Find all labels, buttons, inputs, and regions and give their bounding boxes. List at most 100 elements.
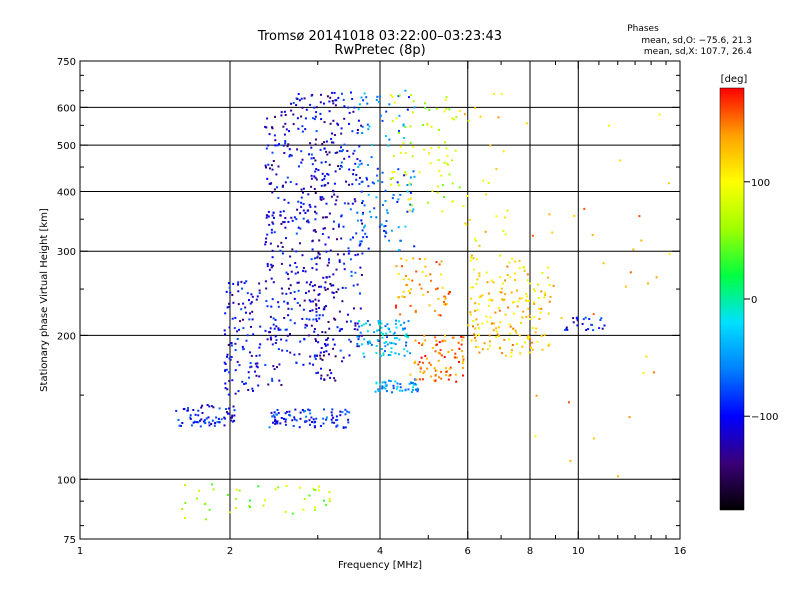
data-point: [437, 146, 440, 149]
data-point: [285, 485, 288, 488]
data-point: [501, 282, 504, 285]
data-point: [437, 129, 440, 131]
data-point: [420, 356, 423, 359]
data-point: [307, 408, 310, 411]
data-point: [287, 307, 290, 310]
data-point: [399, 324, 402, 326]
data-point: [353, 106, 356, 109]
data-point: [300, 97, 303, 100]
data-point: [342, 426, 345, 429]
data-point: [181, 422, 184, 424]
data-point: [391, 176, 394, 179]
data-point: [412, 100, 415, 103]
data-point: [417, 363, 420, 366]
data-point: [506, 265, 509, 268]
data-point: [249, 499, 251, 502]
data-point: [313, 421, 316, 424]
data-point: [535, 327, 538, 330]
data-point: [420, 287, 423, 290]
data-point: [283, 317, 286, 319]
data-point: [454, 356, 457, 359]
data-point: [279, 328, 282, 331]
data-point: [365, 235, 368, 238]
data-point: [332, 347, 335, 350]
data-point: [334, 152, 337, 154]
data-point: [642, 372, 645, 374]
data-point: [336, 424, 339, 427]
data-point: [279, 214, 282, 217]
data-point: [227, 282, 230, 285]
data-point: [271, 379, 274, 382]
data-point: [474, 346, 477, 348]
data-point: [358, 176, 361, 179]
data-point: [461, 362, 464, 365]
data-point: [498, 309, 501, 312]
data-point: [395, 117, 398, 120]
data-point: [434, 336, 437, 339]
data-point: [208, 424, 211, 427]
data-point: [379, 114, 382, 117]
data-point: [461, 366, 464, 369]
data-point: [232, 301, 235, 304]
data-point: [483, 342, 486, 345]
data-point: [314, 257, 316, 260]
data-point: [295, 361, 298, 364]
data-point: [514, 260, 517, 263]
data-point: [481, 348, 484, 351]
data-point: [250, 325, 252, 328]
data-point: [333, 91, 336, 94]
colorbar-tick-label: −100: [751, 412, 778, 423]
data-point: [411, 155, 414, 158]
data-point: [344, 413, 347, 416]
data-point: [352, 169, 355, 171]
data-point: [335, 291, 338, 293]
data-point: [256, 362, 259, 365]
data-point: [317, 299, 320, 302]
data-point: [385, 110, 388, 113]
data-point: [460, 343, 463, 346]
data-point: [274, 418, 277, 421]
data-point: [384, 350, 386, 353]
data-point: [395, 326, 398, 329]
data-point: [258, 354, 261, 357]
data-point: [538, 318, 541, 320]
data-point: [407, 336, 409, 339]
data-point: [437, 159, 440, 162]
data-point: [257, 485, 260, 488]
data-point: [354, 324, 357, 327]
data-point: [280, 287, 283, 290]
data-point: [402, 328, 405, 331]
data-point: [302, 508, 305, 511]
data-point: [449, 366, 452, 369]
data-point: [413, 245, 416, 248]
data-point: [435, 107, 438, 110]
data-point: [251, 295, 254, 298]
data-point: [296, 302, 299, 304]
data-point: [264, 243, 267, 246]
data-point: [364, 224, 366, 227]
data-point: [325, 305, 327, 307]
data-point: [297, 127, 300, 130]
colorbar-label: [deg]: [721, 74, 748, 85]
data-point: [250, 293, 253, 296]
data-point: [305, 220, 308, 223]
data-point: [361, 132, 364, 134]
data-point: [395, 304, 398, 307]
data-point: [299, 227, 302, 230]
data-point: [314, 284, 316, 287]
data-point: [349, 208, 352, 211]
data-point: [315, 372, 318, 375]
data-point: [358, 103, 361, 106]
data-point: [200, 406, 203, 409]
y-tick-label: 100: [57, 475, 76, 486]
data-point: [462, 336, 465, 339]
data-point: [508, 261, 511, 264]
data-point: [416, 387, 419, 390]
data-point: [324, 281, 327, 284]
data-point: [510, 349, 513, 352]
data-point: [366, 330, 369, 333]
data-point: [268, 223, 271, 226]
data-point: [410, 391, 413, 393]
data-point: [267, 163, 270, 166]
data-point: [411, 386, 414, 389]
